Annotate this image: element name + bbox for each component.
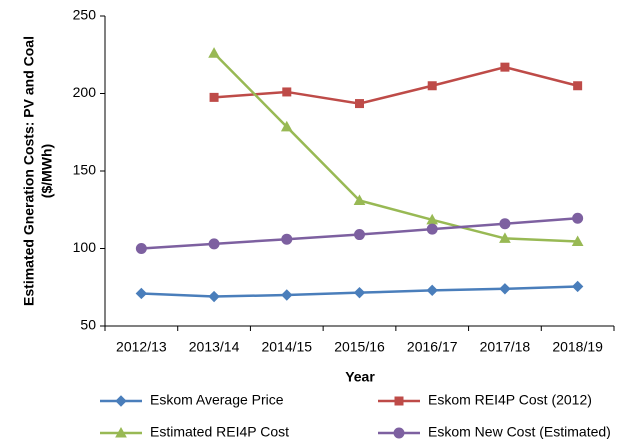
- series-line: [213, 65, 578, 105]
- marker: [208, 47, 220, 58]
- marker: [427, 81, 437, 91]
- marker: [500, 62, 510, 72]
- marker: [426, 223, 438, 235]
- marker: [281, 289, 293, 301]
- marker: [208, 290, 220, 303]
- x-axis-label: Year: [345, 369, 375, 385]
- y-tick-label: 200: [73, 84, 97, 100]
- marker: [355, 99, 364, 109]
- marker: [499, 232, 511, 243]
- x-tick-label: 2014/15: [261, 339, 312, 355]
- x-tick-label: 2016/17: [407, 339, 458, 355]
- marker: [426, 284, 438, 297]
- marker: [281, 233, 293, 245]
- marker: [499, 283, 511, 295]
- marker: [135, 243, 147, 254]
- y-axis-label: Estimated Gneration Costs: PV and Coal: [21, 36, 37, 306]
- legend-marker: [115, 395, 127, 407]
- y-tick-label: 250: [73, 7, 97, 23]
- marker: [353, 194, 366, 205]
- legend-marker: [115, 426, 127, 438]
- x-tick-label: 2012/13: [116, 339, 167, 355]
- marker: [282, 87, 292, 97]
- marker: [208, 238, 220, 250]
- marker: [353, 286, 366, 299]
- marker: [571, 280, 584, 293]
- marker: [280, 120, 293, 132]
- marker: [499, 218, 511, 230]
- legend-label: Estimated REI4P Cost: [150, 424, 289, 439]
- series-line: [213, 52, 578, 243]
- marker: [354, 229, 365, 241]
- x-tick-label: 2018/19: [552, 339, 603, 355]
- marker: [572, 212, 584, 224]
- legend-label: Eskom New Cost (Estimated): [428, 424, 611, 439]
- legend-marker: [393, 427, 405, 439]
- x-tick-label: 2015/16: [334, 339, 385, 355]
- y-axis-label: ($/MWh): [39, 144, 55, 198]
- y-tick-label: 150: [73, 162, 97, 178]
- y-tick-label: 100: [73, 239, 97, 255]
- marker: [135, 287, 148, 300]
- y-tick-label: 50: [80, 317, 96, 333]
- legend-marker: [394, 396, 404, 406]
- marker: [571, 235, 584, 247]
- marker: [573, 81, 583, 91]
- x-tick-label: 2017/18: [480, 339, 531, 355]
- x-tick-label: 2013/14: [189, 339, 240, 355]
- legend-label: Eskom Average Price: [150, 392, 284, 408]
- marker: [209, 92, 219, 102]
- legend-label: Eskom REI4P Cost (2012): [428, 392, 592, 408]
